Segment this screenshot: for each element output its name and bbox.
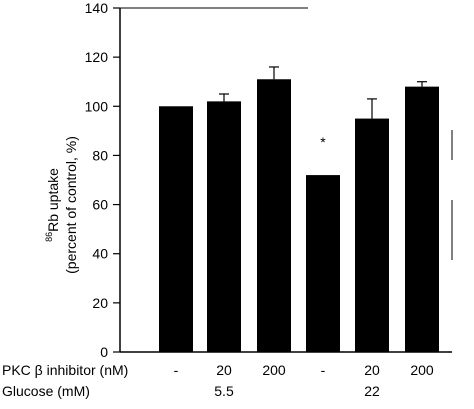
- inhibitor-value-label: -: [321, 362, 326, 378]
- y-tick-label: 20: [92, 295, 108, 311]
- glucose-value-label: 22: [364, 383, 380, 399]
- y-tick-label: 120: [85, 49, 109, 65]
- bar: [207, 101, 241, 352]
- y-axis-title-line2: (percent of control, %): [63, 136, 79, 274]
- y-tick-label: 140: [85, 0, 109, 16]
- y-axis-title-main: Rb uptake: [45, 168, 61, 232]
- inhibitor-value-label: 20: [364, 362, 380, 378]
- bar: [306, 175, 340, 352]
- inhibitor-value-label: 200: [410, 362, 434, 378]
- y-tick-label: 0: [100, 344, 108, 360]
- glucose-value-label: 5.5: [214, 383, 234, 399]
- bar: [257, 79, 291, 352]
- inhibitor-value-label: 20: [216, 362, 232, 378]
- bars: *: [159, 66, 439, 353]
- inhibitor-value-label: 200: [262, 362, 286, 378]
- y-tick-label: 40: [92, 246, 108, 262]
- y-axis-title-sup: 86: [44, 232, 54, 242]
- inhibitor-row-label: PKC β inhibitor (nM): [2, 362, 128, 378]
- bar: [405, 86, 439, 352]
- inhibitor-value-label: -: [174, 362, 179, 378]
- bar: [159, 106, 193, 353]
- y-tick-label: 80: [92, 147, 108, 163]
- y-ticks: 0 20 40 60 80 100 120 140: [85, 0, 120, 360]
- y-tick-label: 100: [85, 98, 109, 114]
- significance-marker: *: [320, 134, 326, 150]
- bar: [355, 118, 389, 352]
- x-labels: - 20 200 - 20 200 5.5 22: [174, 362, 434, 399]
- y-tick-label: 60: [92, 197, 108, 213]
- y-axis-title-line1: 86Rb uptake: [44, 168, 61, 242]
- glucose-row-label: Glucose (mM): [2, 383, 90, 399]
